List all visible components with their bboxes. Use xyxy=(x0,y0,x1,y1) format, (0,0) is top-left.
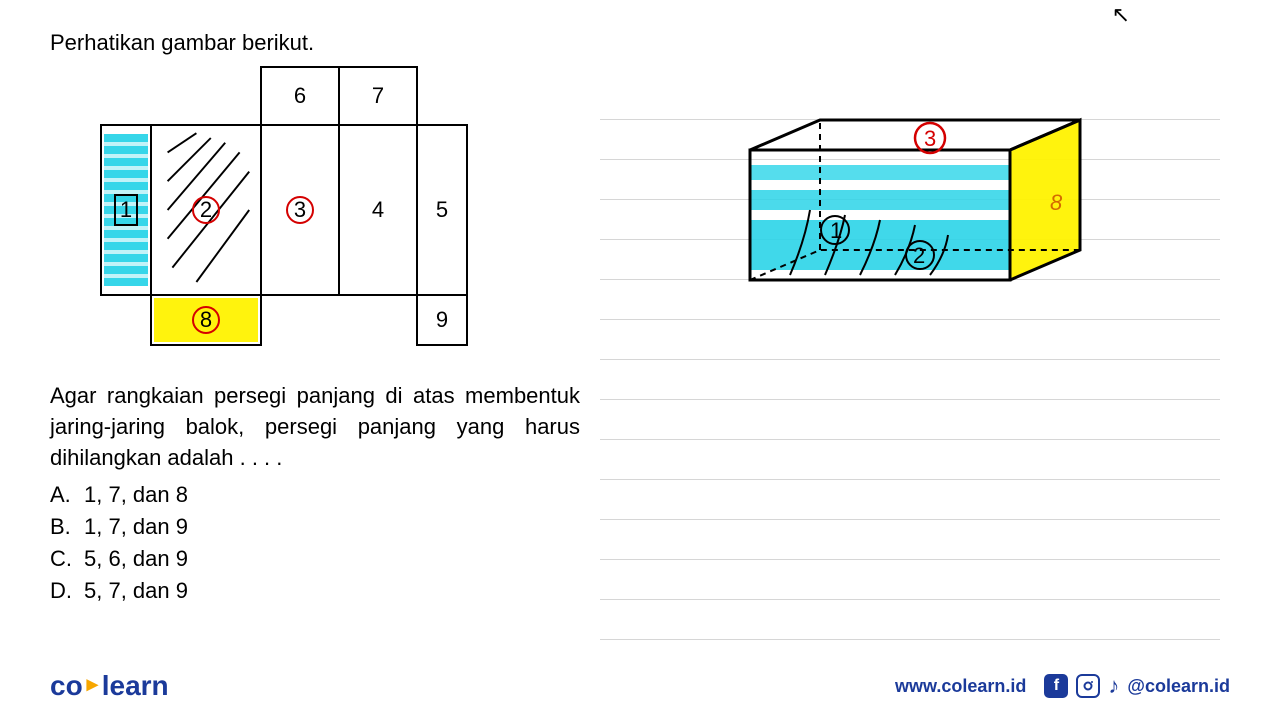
box-label-8: 8 xyxy=(1050,190,1063,215)
main-content: Perhatikan gambar berikut. 6 7 1 2 3 xyxy=(0,0,1280,640)
footer: co ▸ learn www.colearn.id f ♪ @colearn.i… xyxy=(0,670,1280,702)
net-cell-8: 8 xyxy=(150,294,262,346)
logo-dot-icon: ▸ xyxy=(87,671,98,697)
answer-options: A.1, 7, dan 8 B.1, 7, dan 9 C.5, 6, dan … xyxy=(50,479,590,607)
net-cell-5: 5 xyxy=(416,124,468,296)
option-d[interactable]: D.5, 7, dan 9 xyxy=(50,575,590,607)
option-a[interactable]: A.1, 7, dan 8 xyxy=(50,479,590,511)
brand-logo: co ▸ learn xyxy=(50,670,169,702)
box-3d-diagram: 3 1 2 8 xyxy=(710,90,1110,330)
net-cell-1: 1 xyxy=(100,124,152,296)
box-label-1: 1 xyxy=(830,218,842,243)
net-cell-7: 7 xyxy=(338,66,418,126)
workspace-panel: 3 1 2 8 xyxy=(590,30,1250,640)
social-icons: f ♪ @colearn.id xyxy=(1044,673,1230,699)
question-text: Agar rangkaian persegi panjang di atas m… xyxy=(50,381,580,473)
tiktok-icon[interactable]: ♪ xyxy=(1108,673,1119,699)
instagram-icon[interactable] xyxy=(1076,674,1100,698)
net-cell-2: 2 xyxy=(150,124,262,296)
net-diagram: 6 7 1 2 3 4 5 8 xyxy=(50,66,490,366)
question-panel: Perhatikan gambar berikut. 6 7 1 2 3 xyxy=(50,30,590,640)
net-cell-6: 6 xyxy=(260,66,340,126)
footer-url[interactable]: www.colearn.id xyxy=(895,676,1026,697)
net-cell-4: 4 xyxy=(338,124,418,296)
social-handle[interactable]: @colearn.id xyxy=(1127,676,1230,697)
instruction-text: Perhatikan gambar berikut. xyxy=(50,30,590,56)
net-cell-3: 3 xyxy=(260,124,340,296)
option-b[interactable]: B.1, 7, dan 9 xyxy=(50,511,590,543)
facebook-icon[interactable]: f xyxy=(1044,674,1068,698)
cursor-icon: ↖ xyxy=(1112,2,1130,28)
box-label-2: 2 xyxy=(913,243,925,268)
option-c[interactable]: C.5, 6, dan 9 xyxy=(50,543,590,575)
net-cell-9: 9 xyxy=(416,294,468,346)
footer-right: www.colearn.id f ♪ @colearn.id xyxy=(895,673,1230,699)
box-label-3: 3 xyxy=(924,126,936,151)
